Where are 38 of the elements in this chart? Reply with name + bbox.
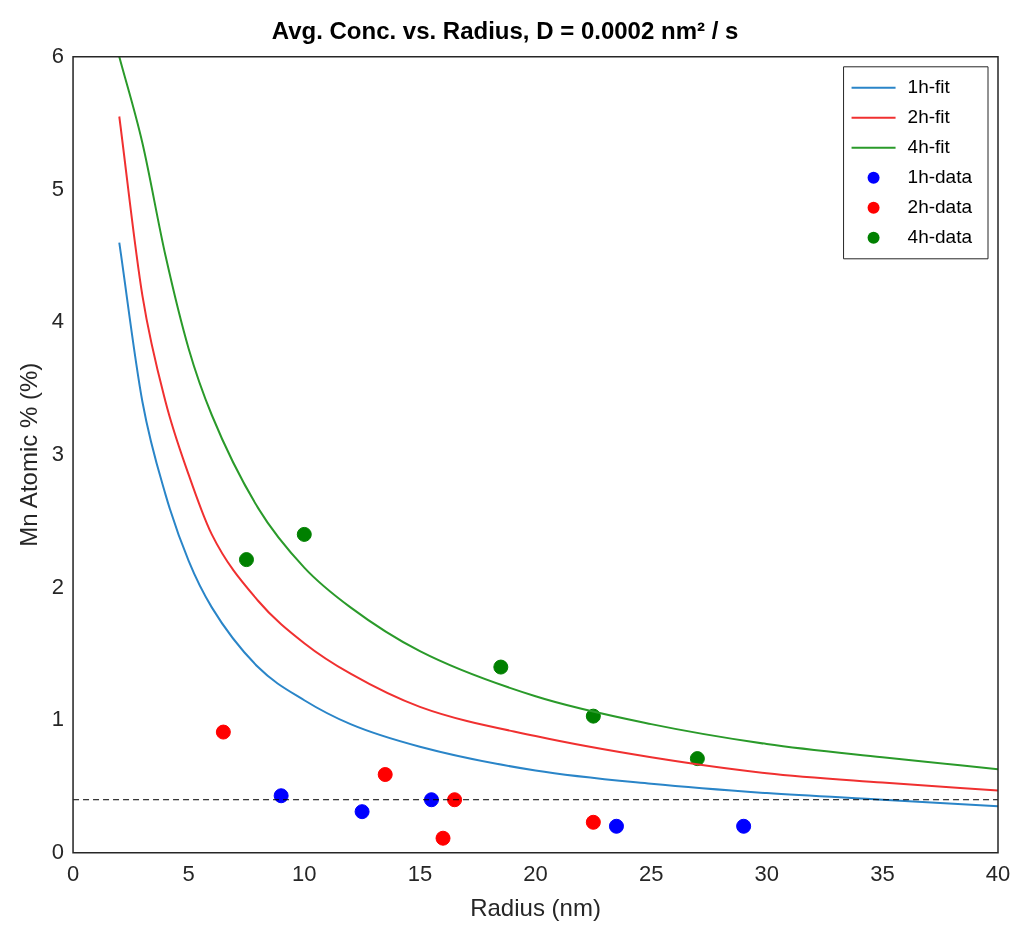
y-tick-label: 5 xyxy=(51,175,65,201)
point xyxy=(736,818,752,834)
point xyxy=(585,814,601,830)
line-series xyxy=(118,241,998,808)
x-tick-label: 35 xyxy=(870,861,895,887)
chart-title: Avg. Conc. vs. Radius, D = 0.0002 nm² / s xyxy=(271,17,739,45)
y-tick-label: 3 xyxy=(51,440,65,466)
y-tick-label: 4 xyxy=(51,308,65,334)
point xyxy=(238,552,254,568)
x-tick-label: 15 xyxy=(407,861,433,887)
point xyxy=(296,526,312,542)
point xyxy=(608,818,624,834)
x-tick-label: 30 xyxy=(754,861,779,887)
point xyxy=(215,724,231,740)
point xyxy=(435,830,451,846)
x-tick-label: 5 xyxy=(182,861,195,887)
x-tick-label: 10 xyxy=(292,861,317,887)
y-axis-title: Mn Atomic % (%) xyxy=(15,362,43,547)
point xyxy=(354,804,370,820)
legend-label: 1h-fit xyxy=(907,76,951,98)
y-tick-label: 1 xyxy=(51,706,65,732)
point xyxy=(447,792,463,808)
x-tick-label: 25 xyxy=(638,861,664,887)
legend-label: 4h-data xyxy=(907,226,973,248)
point xyxy=(493,659,509,675)
x-axis-title: Radius (nm) xyxy=(470,894,601,922)
y-tick-label: 0 xyxy=(51,838,65,864)
y-tick-label: 2 xyxy=(51,573,65,599)
legend-label: 4h-fit xyxy=(907,136,951,158)
x-tick-label: 20 xyxy=(523,861,548,887)
legend-label: 2h-data xyxy=(907,196,973,218)
y-tick-label: 6 xyxy=(51,42,65,68)
legend-label: 2h-fit xyxy=(907,106,951,128)
legend-label: 1h-data xyxy=(907,166,973,188)
point xyxy=(423,792,439,808)
point xyxy=(377,767,393,783)
x-tick-label: 40 xyxy=(985,861,1011,887)
point xyxy=(273,788,289,804)
